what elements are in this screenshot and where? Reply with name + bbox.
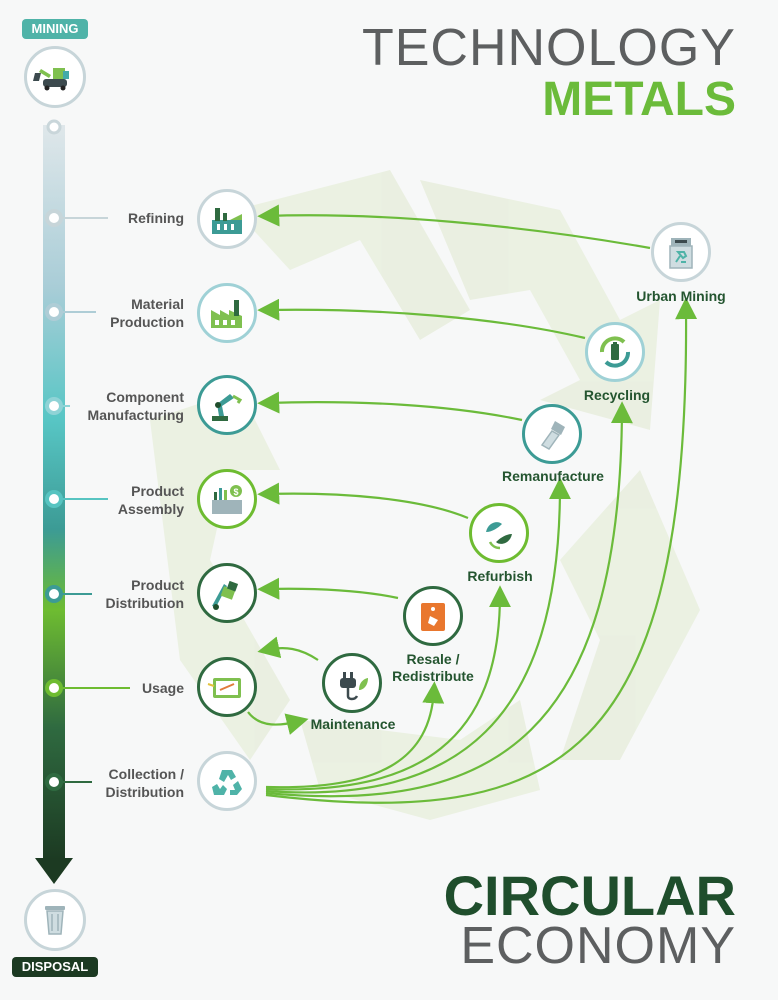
leaf-cycle-icon xyxy=(486,522,512,550)
battery-recycle-icon xyxy=(600,336,630,368)
stage-label-product-assembly: Product Assembly xyxy=(117,483,184,517)
arrow-collection-to-refurbish xyxy=(265,585,511,791)
loop-label-remanufacture: Remanufacture xyxy=(502,468,604,484)
arrow-collection-to-recycling xyxy=(265,401,633,798)
loop-node-refurbish[interactable] xyxy=(469,503,529,563)
arrow-usage-to-maintenance xyxy=(247,711,309,735)
title-circular: CIRCULAR xyxy=(443,864,736,927)
svg-text:$: $ xyxy=(233,487,238,497)
price-tag-icon xyxy=(421,603,445,631)
excavator-icon xyxy=(33,68,69,91)
stage-label-product-distribution: Product Distribution xyxy=(105,577,184,611)
loop-label-refurbish: Refurbish xyxy=(467,568,533,584)
arrow-remanufacture-to-component xyxy=(257,391,523,422)
arrow-recycling-to-material xyxy=(257,298,586,340)
title-metals: METALS xyxy=(542,73,736,126)
box-with-chart-icon: $ xyxy=(212,485,242,514)
title-technology: TECHNOLOGY xyxy=(361,19,736,77)
stage-node-component-manufacturing xyxy=(197,375,257,435)
loop-node-recycling[interactable] xyxy=(585,322,645,382)
stage-node-product-assembly: $ xyxy=(197,469,257,529)
stage-label-usage: Usage xyxy=(141,680,184,696)
stage-label-material-production: Material Production xyxy=(110,296,184,330)
loop-label-maintenance: Maintenance xyxy=(310,716,396,732)
loop-label-urban-mining: Urban Mining xyxy=(636,288,726,304)
stage-label-component-manufacturing: Component Manufacturing xyxy=(87,389,184,423)
plug-leaf-icon xyxy=(340,672,368,701)
stage-node-collection xyxy=(197,751,257,811)
factory-icon xyxy=(211,300,242,328)
arrow-maintenance-to-usage xyxy=(257,636,319,661)
hand-truck-icon xyxy=(212,580,239,610)
stage-label-refining: Refining xyxy=(128,210,184,226)
bolt-icon xyxy=(540,421,565,450)
arrow-resale-to-distribution xyxy=(257,577,399,600)
mining-label: MINING xyxy=(22,19,88,39)
loop-node-maintenance[interactable] xyxy=(322,653,382,713)
tablet-icon xyxy=(207,678,241,698)
disposal-label: DISPOSAL xyxy=(12,957,98,977)
mining-node xyxy=(24,46,86,108)
loop-label-recycling: Recycling xyxy=(583,387,651,403)
arrow-urban-mining-to-refining xyxy=(257,204,651,250)
trash-bin-icon xyxy=(45,906,65,935)
recycle-icon xyxy=(212,770,242,795)
stage-label-collection: Collection / Distribution xyxy=(105,766,184,800)
stage-node-product-distribution xyxy=(197,563,257,623)
loop-node-urban-mining[interactable] xyxy=(651,222,711,282)
recycling-bin-icon xyxy=(669,238,693,269)
loop-label-resale: Resale / Redistribute xyxy=(392,651,474,684)
refinery-icon xyxy=(212,208,242,234)
arrow-refurbish-to-assembly xyxy=(257,482,469,520)
title-economy: ECONOMY xyxy=(460,917,736,975)
loop-node-resale[interactable] xyxy=(403,586,463,646)
robot-arm-icon xyxy=(212,394,243,421)
arrow-collection-to-resale xyxy=(265,681,445,789)
loop-node-remanufacture[interactable] xyxy=(522,404,582,464)
arrow-collection-to-urban-mining xyxy=(265,297,698,804)
arrow-collection-to-remanufacture xyxy=(265,477,571,794)
stage-connectors xyxy=(45,209,130,791)
stage-node-usage xyxy=(197,657,257,717)
disposal-node xyxy=(24,889,86,951)
stage-node-material-production xyxy=(197,283,257,343)
stage-node-refining xyxy=(197,189,257,249)
